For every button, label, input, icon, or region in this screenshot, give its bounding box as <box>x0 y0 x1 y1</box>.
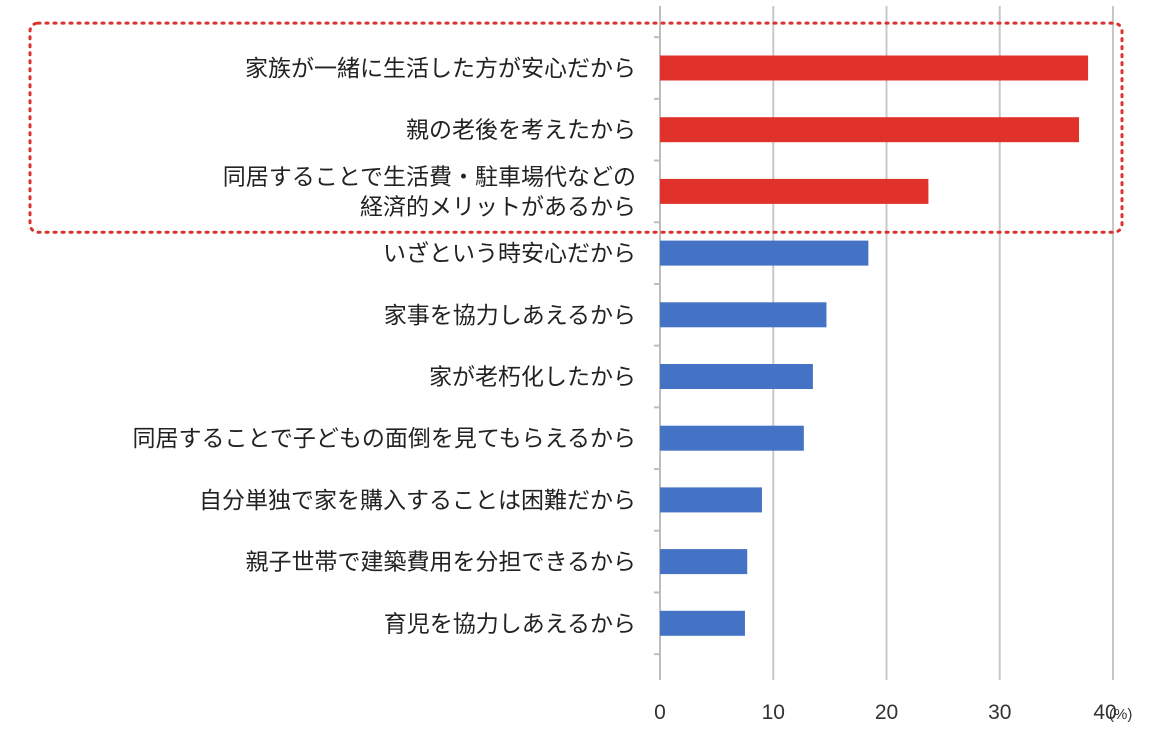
bar <box>660 117 1080 143</box>
x-tick-label: 20 <box>875 701 898 724</box>
bar <box>660 487 762 513</box>
category-label: 家族が一緒に生活した方が安心だから <box>245 56 636 82</box>
category-labels: 家族が一緒に生活した方が安心だから親の老後を考えたから同居することで生活費・駐車… <box>133 56 636 637</box>
x-tick-label: 0 <box>654 701 666 724</box>
category-label: 親の老後を考えたから <box>406 118 636 144</box>
bar <box>660 425 804 451</box>
category-label: 育児を協力しあえるから <box>384 611 636 637</box>
x-axis-ticks: 0 10 20 30 40 <box>654 701 1117 724</box>
bar <box>660 610 745 636</box>
grid-lines <box>654 6 1114 680</box>
x-tick-label: 40 <box>1093 701 1116 724</box>
bar <box>660 240 869 266</box>
category-label: 家が老朽化したから <box>429 365 636 391</box>
bar <box>660 55 1089 81</box>
highlight-frame <box>28 21 1124 234</box>
bar <box>660 302 827 328</box>
bars <box>660 55 1089 636</box>
x-tick-label: 30 <box>988 701 1011 724</box>
category-label: 親子世帯で建築費用を分担できるから <box>245 550 636 576</box>
bar <box>660 549 748 575</box>
category-label: 自分単独で家を購入することは困難だから <box>199 488 636 514</box>
category-label: いざという時安心だから <box>383 240 636 267</box>
category-label: 家事を協力しあえるから <box>384 303 636 329</box>
x-axis-unit: (%) <box>1109 706 1132 723</box>
bar <box>660 364 813 389</box>
category-label: 同居することで生活費・駐車場代などの経済的メリットがあるから <box>223 164 636 220</box>
category-label: 同居することで子どもの面倒を見てもらえるから <box>133 426 636 452</box>
x-tick-label: 10 <box>762 701 785 724</box>
bar <box>660 178 929 204</box>
